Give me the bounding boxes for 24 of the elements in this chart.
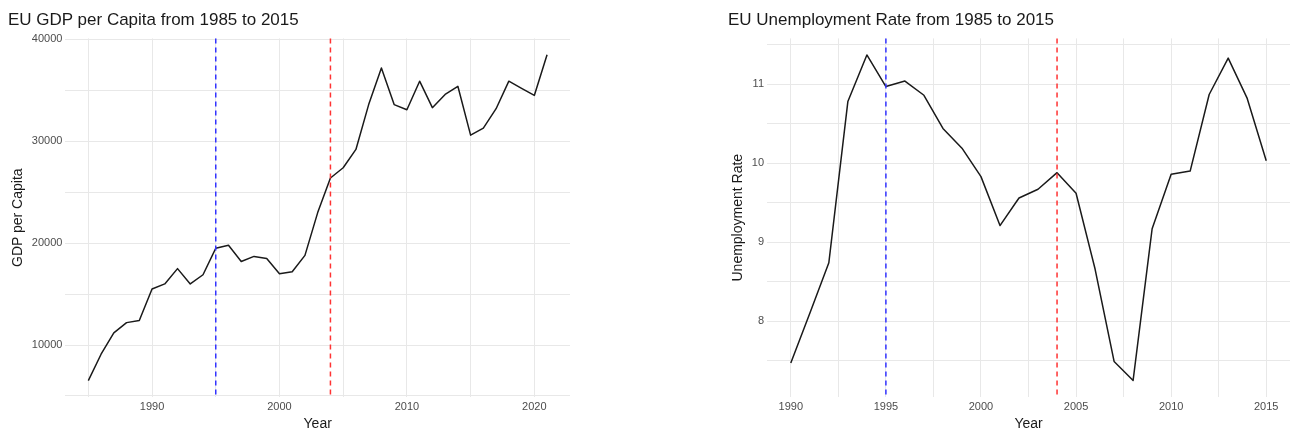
x-tick-label: 2020 — [522, 399, 547, 412]
chart-title: EU Unemployment Rate from 1985 to 2015 — [728, 9, 1055, 29]
y-tick-label: 30000 — [31, 134, 63, 147]
x-tick-label: 1990 — [139, 399, 165, 412]
chart-title: EU GDP per Capita from 1985 to 2015 — [8, 9, 299, 29]
x-tick-label: 2000 — [968, 399, 994, 412]
x-tick-label: 2015 — [1253, 399, 1279, 412]
x-tick-label: 2010 — [1158, 399, 1184, 412]
y-tick-label: 20000 — [31, 236, 63, 249]
x-axis-title: Year — [1014, 415, 1043, 432]
x-axis-title: Year — [303, 415, 333, 432]
y-tick-label: 11 — [752, 77, 765, 90]
y-axis-title: Unemployment Rate — [729, 153, 746, 282]
x-tick-label: 1990 — [778, 399, 804, 412]
y-tick-label: 10 — [751, 156, 765, 169]
y-tick-label: 10000 — [31, 338, 63, 351]
x-tick-label: 2005 — [1063, 399, 1089, 412]
y-tick-label: 9 — [757, 235, 765, 248]
y-tick-label: 8 — [757, 314, 765, 327]
y-axis-title: GDP per Capita — [9, 168, 26, 267]
x-tick-label: 1995 — [873, 399, 899, 412]
x-tick-label: 2010 — [394, 399, 420, 412]
x-tick-label: 2000 — [267, 399, 292, 412]
y-tick-label: 40000 — [31, 32, 63, 45]
